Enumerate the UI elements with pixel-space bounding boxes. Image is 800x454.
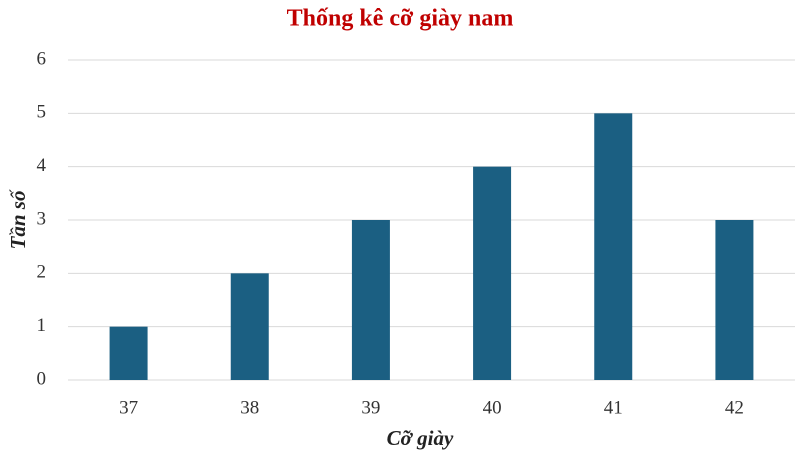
- y-tick-label: 6: [37, 48, 47, 69]
- bar: [715, 220, 754, 380]
- chart-title: Thống kê cỡ giày nam: [287, 6, 514, 32]
- x-tick-label: 38: [240, 397, 259, 418]
- y-tick-label: 1: [37, 315, 47, 336]
- bar: [473, 166, 512, 380]
- y-tick-label: 5: [37, 102, 47, 123]
- x-tick-label: 42: [725, 397, 744, 418]
- x-tick-label: 40: [483, 397, 502, 418]
- x-tick-label: 41: [604, 397, 623, 418]
- x-tick-label: 39: [361, 397, 380, 418]
- bar: [230, 273, 269, 380]
- bar: [109, 326, 148, 380]
- x-axis-title: Cỡ giày: [387, 426, 454, 450]
- y-tick-label: 2: [37, 262, 47, 283]
- x-tick-label: 37: [119, 397, 138, 418]
- y-axis-title: Tần số: [6, 189, 30, 249]
- y-tick-label: 3: [37, 208, 47, 229]
- bar: [351, 220, 390, 380]
- y-tick-label: 0: [37, 368, 47, 389]
- bar: [594, 113, 633, 380]
- y-tick-label: 4: [37, 155, 47, 176]
